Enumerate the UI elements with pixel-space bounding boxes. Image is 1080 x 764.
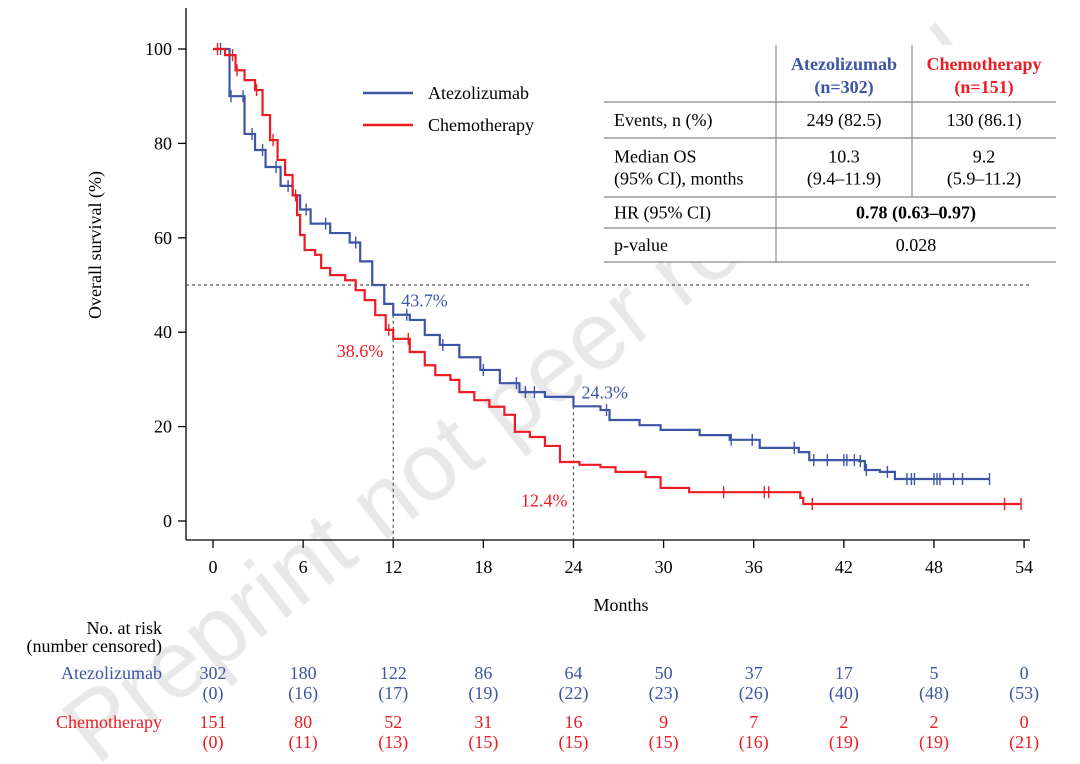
x-tick-label: 6 [299,557,308,577]
risk-table: No. at risk(number censored) Atezolizumab… [27,618,1040,753]
risk-censored-value: (16) [739,732,769,753]
risk-censored-value: (11) [288,732,317,753]
y-tick-label: 100 [145,39,172,59]
legend-label-atezolizumab: Atezolizumab [428,83,529,103]
risk-at-risk-value: 2 [839,712,848,732]
x-tick-label: 24 [564,557,582,577]
table-value-atezolizumab: 10.3 [828,147,860,167]
atezolizumab-landmark-label: 43.7% [401,291,448,311]
atezolizumab-landmark-label: 24.3% [581,382,628,402]
risk-censored-value: (19) [829,732,859,753]
x-tick-label: 42 [835,557,853,577]
table-header-n-1: (n=151) [954,77,1013,98]
risk-at-risk-value: 50 [655,663,673,683]
risk-censored-value: (53) [1009,683,1039,704]
table-header-0: Atezolizumab [791,54,897,74]
x-tick-label: 36 [745,557,763,577]
risk-censored-value: (16) [288,683,318,704]
table-header-n-0: (n=302) [814,77,873,98]
legend-label-chemotherapy: Chemotherapy [428,115,534,135]
risk-at-risk-value: 9 [659,712,668,732]
x-tick-label: 0 [209,557,218,577]
risk-censored-value: (0) [203,683,224,704]
table-header-1: Chemotherapy [927,54,1042,74]
risk-censored-value: (22) [558,683,588,704]
table-value-chemotherapy: 9.2 [973,147,996,167]
risk-at-risk-value: 0 [1020,663,1029,683]
table-background [604,45,1056,262]
table-value-atezolizumab: 249 (82.5) [807,110,882,131]
risk-censored-value: (26) [739,683,769,704]
table-value-chemotherapy: 130 (86.1) [947,110,1022,131]
risk-censored-value: (15) [649,732,679,753]
risk-censored-value: (0) [203,732,224,753]
risk-censored-value: (19) [919,732,949,753]
risk-censored-value: (17) [378,683,408,704]
x-tick-label: 30 [655,557,673,577]
risk-censored-value: (15) [468,732,498,753]
risk-at-risk-value: 302 [200,663,227,683]
risk-at-risk-value: 86 [474,663,492,683]
y-tick-label: 80 [154,133,172,153]
risk-censored-value: (21) [1009,732,1039,753]
risk-censored-value: (40) [829,683,859,704]
table-row-label: p-value [614,235,668,255]
risk-at-risk-value: 64 [564,663,582,683]
risk-at-risk-value: 31 [474,712,492,732]
risk-at-risk-value: 7 [749,712,758,732]
risk-at-risk-value: 17 [835,663,853,683]
table-value-chemotherapy: (5.9–11.2) [947,169,1021,190]
risk-censored-value: (19) [468,683,498,704]
table-row-label: (95% CI), months [614,169,744,190]
risk-table-subtitle: (number censored) [27,636,162,657]
x-tick-label: 18 [474,557,492,577]
risk-at-risk-value: 80 [294,712,312,732]
y-axis-label: Overall survival (%) [85,171,106,319]
y-tick-label: 40 [154,322,172,342]
chemotherapy-landmark-label: 38.6% [337,341,384,361]
risk-censored-value: (13) [378,732,408,753]
x-tick-label: 54 [1015,557,1033,577]
risk-censored-value: (23) [649,683,679,704]
risk-at-risk-value: 16 [564,712,582,732]
y-tick-label: 0 [163,511,172,531]
y-tick-label: 60 [154,228,172,248]
table-row-label: HR (95% CI) [614,203,711,224]
risk-censored-value: (15) [558,732,588,753]
risk-row-label-chemotherapy: Chemotherapy [56,712,162,732]
table-row-label: Events, n (%) [614,110,712,131]
table-row-label: Median OS [614,147,697,167]
summary-table: Atezolizumab (n=302) Chemotherapy (n=151) Ev… [604,45,1056,263]
risk-at-risk-value: 5 [929,663,938,683]
risk-at-risk-value: 0 [1020,712,1029,732]
risk-at-risk-value: 52 [384,712,402,732]
x-tick-label: 12 [384,557,402,577]
risk-at-risk-value: 180 [290,663,317,683]
risk-at-risk-value: 37 [745,663,763,683]
risk-censored-value: (48) [919,683,949,704]
chemotherapy-landmark-label: 12.4% [521,490,568,510]
risk-table-title: No. at risk [87,618,163,638]
table-combined-value: 0.028 [896,235,937,255]
chemotherapy-survival-curve [213,47,1022,506]
risk-at-risk-value: 2 [929,712,938,732]
x-axis-label: Months [593,595,648,615]
x-tick-label: 48 [925,557,943,577]
table-value-atezolizumab: (9.4–11.9) [807,169,881,190]
table-combined-value: 0.78 (0.63–0.97) [856,203,976,224]
risk-at-risk-value: 151 [200,712,227,732]
risk-at-risk-value: 122 [380,663,407,683]
y-tick-label: 20 [154,417,172,437]
risk-row-label-atezolizumab: Atezolizumab [61,663,162,683]
